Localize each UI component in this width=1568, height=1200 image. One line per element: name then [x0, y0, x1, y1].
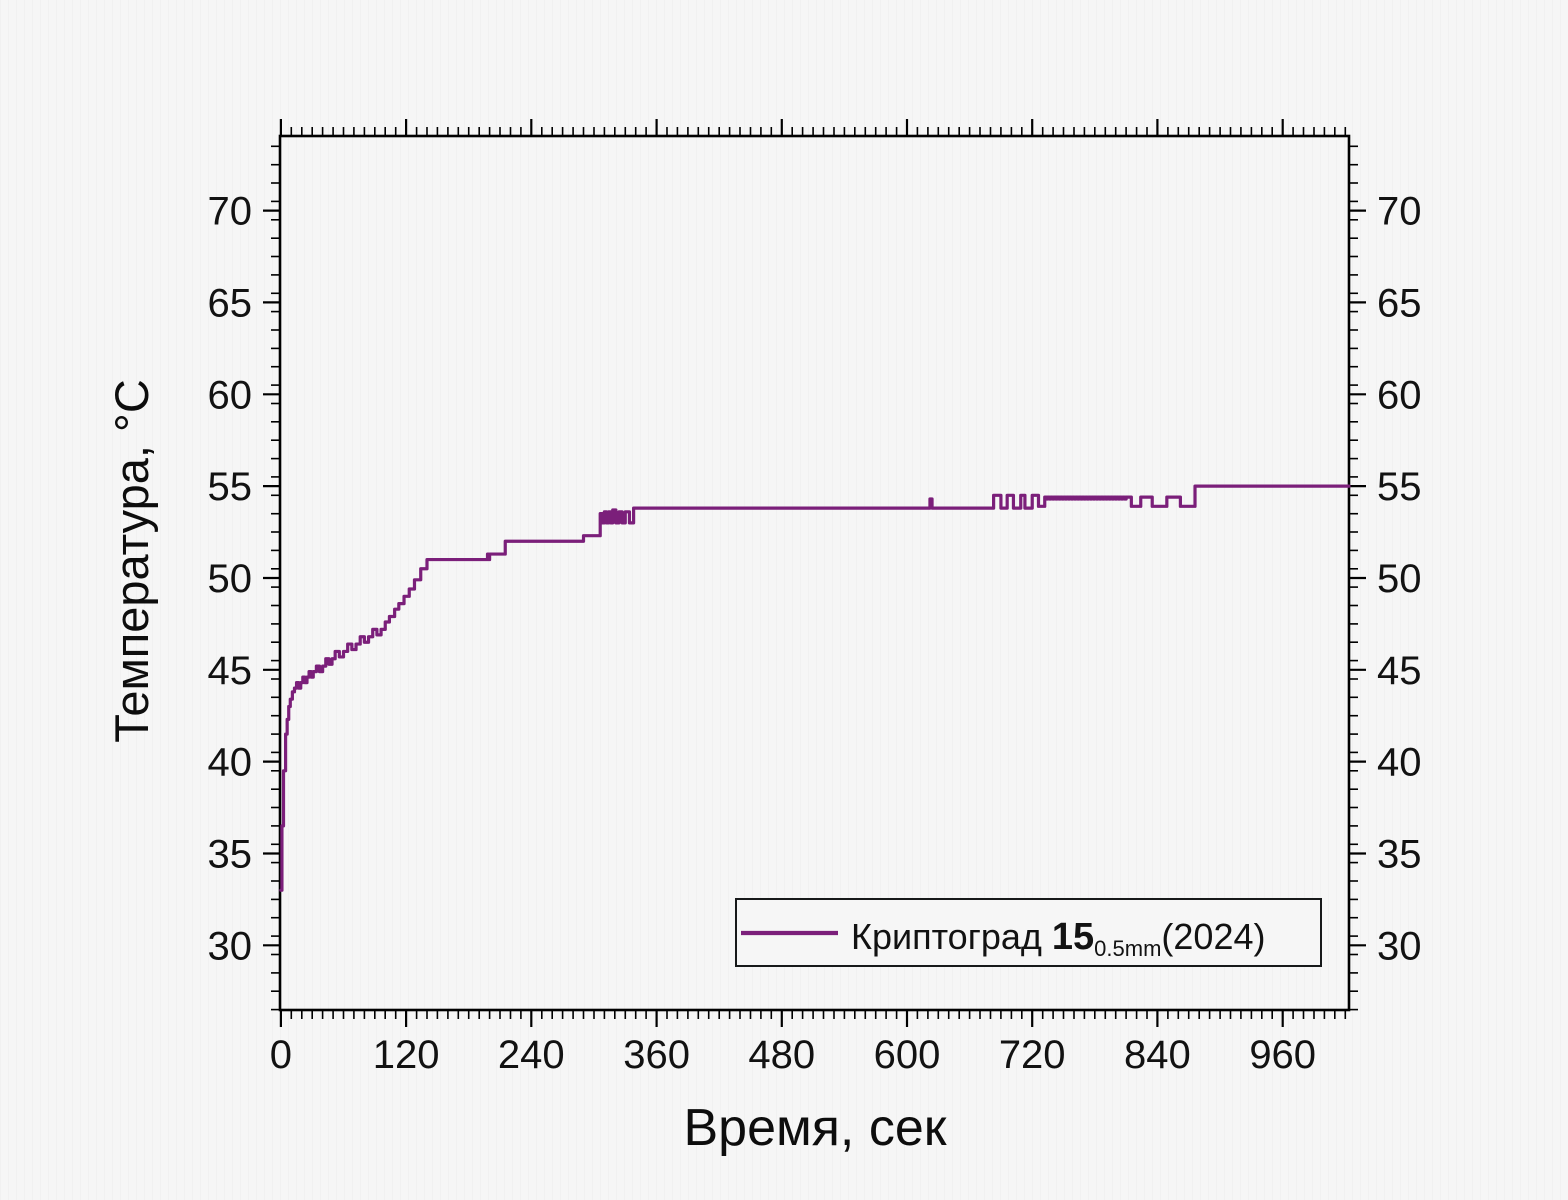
svg-text:120: 120 — [373, 1033, 440, 1077]
svg-text:Криптоград 150.5mm(2024): Криптоград 150.5mm(2024) — [851, 916, 1265, 961]
svg-text:0: 0 — [270, 1033, 292, 1077]
svg-text:240: 240 — [498, 1033, 565, 1077]
svg-text:70: 70 — [208, 190, 253, 234]
svg-text:Время, сек: Время, сек — [684, 1099, 947, 1157]
svg-text:360: 360 — [623, 1033, 690, 1077]
svg-text:40: 40 — [1377, 741, 1422, 785]
svg-text:40: 40 — [208, 741, 253, 785]
svg-text:65: 65 — [208, 281, 253, 325]
svg-text:30: 30 — [1377, 924, 1422, 968]
svg-text:35: 35 — [1377, 833, 1422, 877]
svg-text:50: 50 — [1377, 557, 1422, 601]
svg-text:45: 45 — [1377, 649, 1422, 693]
svg-text:70: 70 — [1377, 190, 1422, 234]
svg-text:480: 480 — [748, 1033, 815, 1077]
svg-text:35: 35 — [208, 833, 253, 877]
svg-text:30: 30 — [208, 924, 253, 968]
svg-text:720: 720 — [999, 1033, 1066, 1077]
svg-text:50: 50 — [208, 557, 253, 601]
svg-text:600: 600 — [874, 1033, 941, 1077]
svg-text:Температура, °C: Температура, °C — [105, 379, 158, 743]
svg-text:55: 55 — [208, 465, 253, 509]
svg-text:45: 45 — [208, 649, 253, 693]
svg-text:65: 65 — [1377, 281, 1422, 325]
svg-text:60: 60 — [1377, 373, 1422, 417]
svg-text:60: 60 — [208, 373, 253, 417]
svg-text:55: 55 — [1377, 465, 1422, 509]
svg-text:960: 960 — [1249, 1033, 1316, 1077]
svg-text:840: 840 — [1124, 1033, 1191, 1077]
